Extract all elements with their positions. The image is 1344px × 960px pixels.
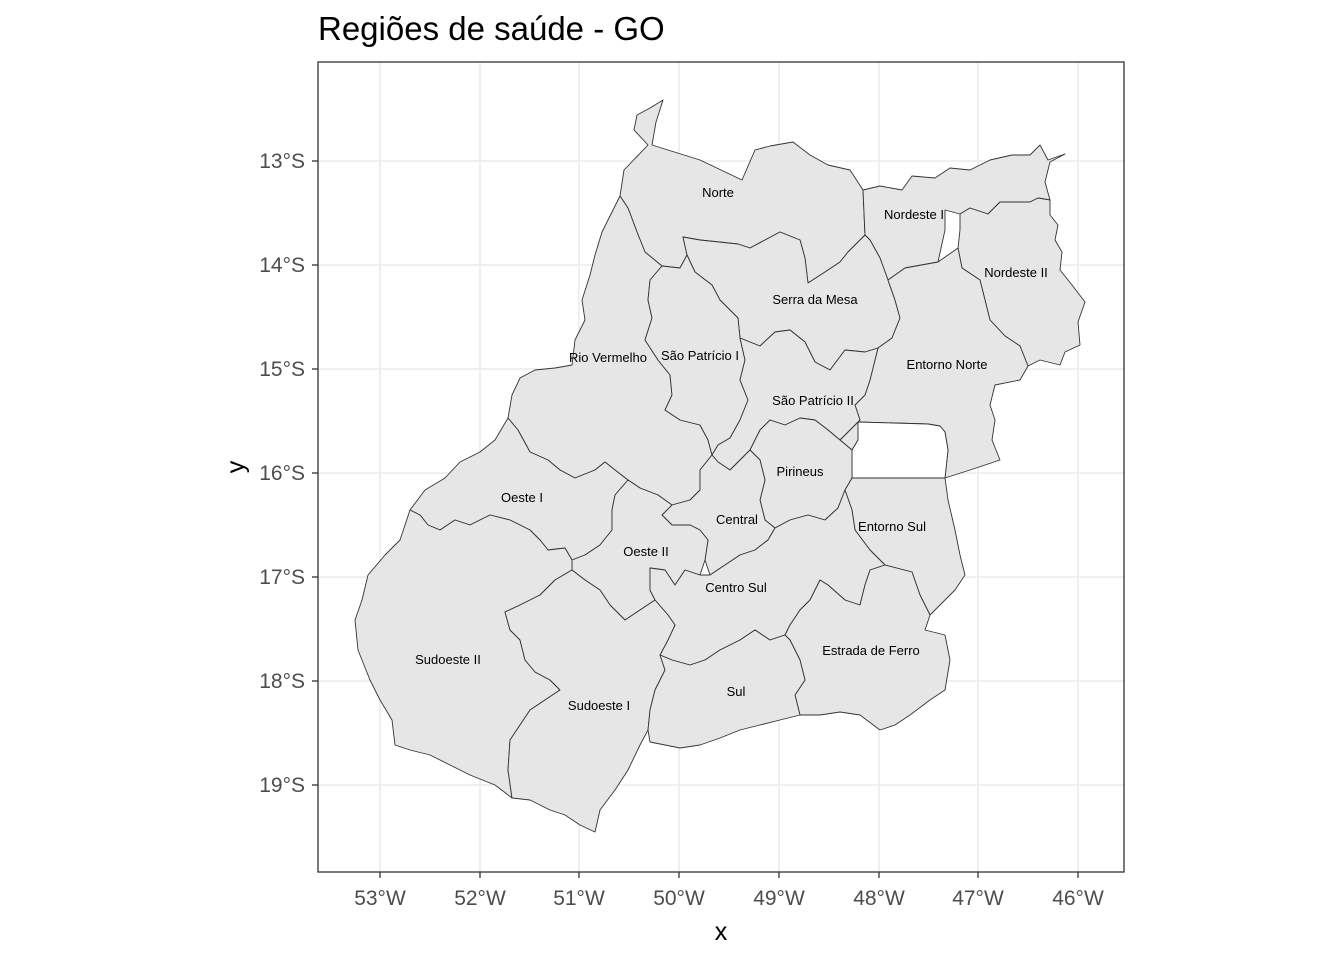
x-tick-label: 51°W: [553, 887, 605, 910]
y-axis-title: y: [222, 460, 250, 473]
x-tick-labels: 53°W 52°W 51°W 50°W 49°W 48°W 47°W 46°W: [354, 887, 1104, 910]
label-pirineus: Pirineus: [777, 464, 824, 479]
region-sul[interactable]: [647, 629, 806, 749]
regions: [354, 99, 1086, 833]
label-oeste-ii: Oeste II: [623, 544, 669, 559]
label-serra-da-mesa: Serra da Mesa: [772, 292, 858, 307]
tick-marks: [312, 160, 1079, 878]
y-tick-label: 14°S: [259, 254, 305, 277]
label-sao-patricio-i: São Patrício I: [661, 348, 739, 363]
x-tick-label: 46°W: [1052, 887, 1104, 910]
y-tick-label: 13°S: [259, 150, 305, 173]
x-tick-label: 53°W: [354, 887, 406, 910]
y-tick-label: 16°S: [259, 462, 305, 485]
label-sao-patricio-ii: São Patrício II: [772, 393, 854, 408]
panel-border: [317, 61, 1125, 873]
label-estrada-de-ferro: Estrada de Ferro: [822, 643, 920, 658]
label-rio-vermelho: Rio Vermelho: [569, 350, 647, 365]
label-central: Central: [716, 512, 758, 527]
label-norte: Norte: [702, 185, 734, 200]
label-centro-sul: Centro Sul: [705, 580, 767, 595]
x-tick-label: 47°W: [952, 887, 1004, 910]
y-tick-labels: 13°S 14°S 15°S 16°S 17°S 18°S 19°S: [259, 150, 305, 797]
label-sudoeste-i: Sudoeste I: [568, 698, 630, 713]
label-entorno-sul: Entorno Sul: [858, 519, 926, 534]
y-tick-label: 19°S: [259, 774, 305, 797]
x-tick-label: 50°W: [653, 887, 705, 910]
x-axis-title: x: [715, 918, 728, 946]
x-tick-label: 49°W: [753, 887, 805, 910]
label-nordeste-ii: Nordeste II: [984, 265, 1048, 280]
x-tick-label: 52°W: [454, 887, 506, 910]
region-df: [851, 421, 949, 479]
label-entorno-norte: Entorno Norte: [907, 357, 988, 372]
y-tick-label: 17°S: [259, 566, 305, 589]
region-labels: Norte Nordeste I Nordeste II Serra da Me…: [415, 185, 1048, 713]
label-sudoeste-ii: Sudoeste II: [415, 652, 481, 667]
label-sul: Sul: [727, 684, 746, 699]
x-tick-label: 48°W: [853, 887, 905, 910]
y-tick-label: 15°S: [259, 358, 305, 381]
label-oeste-i: Oeste I: [501, 490, 543, 505]
y-tick-label: 18°S: [259, 670, 305, 693]
label-nordeste-i: Nordeste I: [884, 207, 944, 222]
chart-title: Regiões de saúde - GO: [318, 10, 665, 47]
region-estrada-de-ferro[interactable]: [784, 564, 951, 731]
region-sudoeste-i[interactable]: [504, 569, 676, 833]
